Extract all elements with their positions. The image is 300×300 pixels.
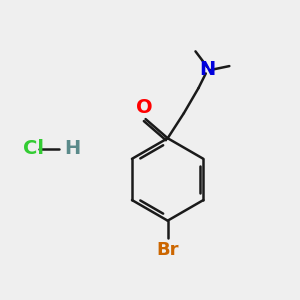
Text: Br: Br	[156, 241, 179, 259]
Text: H: H	[64, 139, 81, 158]
Text: O: O	[136, 98, 152, 117]
Text: N: N	[199, 59, 215, 79]
Text: Cl: Cl	[23, 139, 44, 158]
